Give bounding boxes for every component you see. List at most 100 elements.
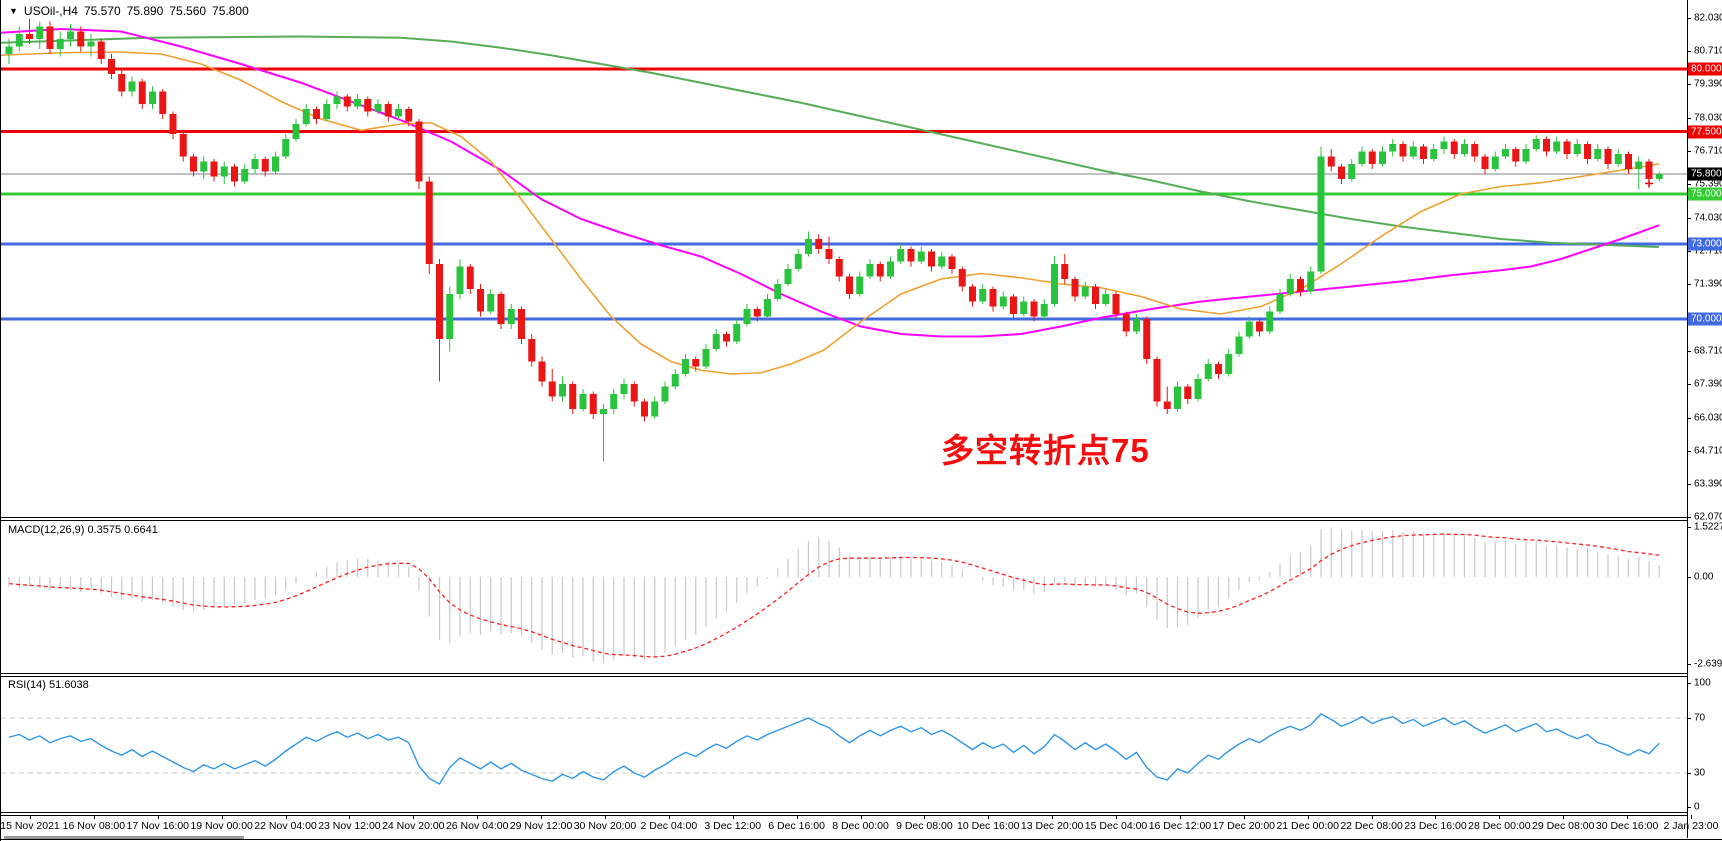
candle-body: [999, 296, 1007, 307]
rsi-chart-canvas[interactable]: [1, 676, 1687, 812]
candle-body: [1297, 279, 1304, 292]
candle-body: [1235, 336, 1243, 354]
candle-body: [682, 359, 689, 374]
candle-body: [1563, 141, 1571, 154]
panel-divider: [1, 815, 1687, 816]
candle-body: [774, 284, 782, 299]
candle-body: [302, 109, 310, 124]
candle-body: [794, 254, 802, 269]
candle-body: [733, 324, 741, 342]
axis-tick-mark: [1687, 151, 1691, 153]
candle-body: [1286, 279, 1294, 294]
slow-green-ma: [1, 35, 1660, 248]
time-axis-label: 23 Nov 12:00: [318, 820, 381, 832]
time-axis: 15 Nov 2021 16 Nov 08:00 17 Nov 16:00 19 No…: [1, 815, 1718, 838]
candle-body: [179, 134, 187, 157]
price-level-badge: 75.000: [1688, 187, 1722, 201]
axis-tick-label: 72.710: [1694, 245, 1722, 257]
candle-body: [1245, 321, 1253, 337]
candle-body: [108, 59, 115, 74]
time-axis-tick: [668, 815, 670, 819]
candle-body: [651, 401, 659, 417]
axis-tick-mark: [1687, 251, 1691, 253]
axis-tick-label: 0.00: [1694, 571, 1714, 583]
candle-body: [384, 104, 392, 117]
candle-body: [661, 386, 669, 402]
time-axis-tick: [860, 815, 862, 819]
axis-tick-mark: [1687, 351, 1691, 353]
candle-body: [231, 166, 238, 182]
candle-body: [907, 249, 915, 262]
candle-body: [1655, 174, 1663, 179]
candle-body: [1153, 359, 1161, 402]
time-axis-tick: [157, 815, 159, 819]
candle-body: [866, 264, 874, 277]
time-axis-tick: [1179, 815, 1181, 819]
candle-body: [1481, 156, 1489, 169]
candle-body: [1081, 286, 1089, 297]
candle-body: [5, 46, 13, 54]
candle-body: [210, 161, 218, 177]
candle-body: [1512, 149, 1520, 162]
candle-body: [364, 99, 372, 112]
candle-body: [118, 74, 126, 92]
candle-body: [1543, 139, 1550, 152]
candle-body: [1092, 286, 1099, 304]
macd-label: MACD(12,26,9) 0.3575 0.6641: [8, 524, 158, 536]
candle-body: [548, 381, 556, 397]
candle-body: [128, 81, 136, 92]
candle-body: [333, 96, 341, 104]
candle-body: [671, 374, 679, 387]
time-axis-label: 21 Dec 00:00: [1276, 820, 1339, 832]
candle-body: [630, 384, 638, 402]
candle-body: [425, 181, 433, 264]
time-axis-label: 13 Dec 20:00: [1020, 820, 1084, 832]
price-level-badge: 70.000: [1688, 312, 1722, 326]
time-axis-label: 23 Dec 16:00: [1404, 820, 1467, 832]
time-axis-label: 30 Dec 16:00: [1595, 820, 1659, 832]
candle-body: [1420, 146, 1427, 159]
candle-body: [1461, 144, 1468, 154]
time-axis-tick: [604, 815, 606, 819]
axis-tick-mark: [1687, 517, 1691, 519]
axis-tick-label: 67.390: [1694, 378, 1722, 390]
candle-body: [610, 394, 618, 409]
price-level-badge: 80.000: [1688, 62, 1722, 76]
candle-body: [1071, 279, 1079, 297]
axis-tick-mark: [1687, 773, 1691, 774]
axis-tick-label: 80.710: [1694, 45, 1722, 57]
time-axis-label: 24 Nov 20:00: [382, 820, 445, 832]
time-axis-label: 17 Nov 16:00: [126, 820, 189, 832]
candle-body: [979, 289, 987, 302]
candle-body: [1276, 294, 1284, 312]
axis-tick-mark: [1687, 484, 1691, 486]
candle-body: [559, 384, 566, 397]
candle-body: [784, 269, 792, 284]
axis-tick-mark: [1687, 718, 1691, 719]
candle-body: [1409, 146, 1417, 157]
time-axis-tick: [1116, 815, 1118, 819]
time-axis-tick: [30, 815, 31, 819]
chart-annotation: 多空转折点75: [941, 432, 1150, 469]
candle-body: [1573, 144, 1581, 154]
candle-body: [1010, 296, 1017, 314]
candle-body: [477, 289, 484, 312]
axis-tick-mark: [1687, 184, 1691, 186]
candle-body: [190, 156, 197, 172]
bottom-scroll-hint: [4, 836, 244, 839]
candle-body: [1184, 386, 1192, 399]
macd-chart-canvas[interactable]: [1, 521, 1687, 673]
candle-body: [1502, 149, 1509, 157]
candle-body: [1030, 301, 1038, 317]
time-axis-tick: [1435, 815, 1437, 819]
price-chart-canvas[interactable]: [1, 0, 1687, 517]
symbol-dropdown-icon[interactable]: ▼: [9, 6, 18, 16]
time-axis-label: 16 Nov 08:00: [62, 820, 126, 832]
axis-tick-mark: [1687, 418, 1691, 420]
candle-body: [1174, 386, 1181, 409]
time-axis-label: 26 Nov 04:00: [445, 820, 509, 832]
quote-high: 75.890: [126, 4, 164, 18]
candle-body: [1430, 149, 1438, 159]
axis-tick-label: 0: [1694, 801, 1700, 813]
candle-body: [323, 104, 331, 119]
